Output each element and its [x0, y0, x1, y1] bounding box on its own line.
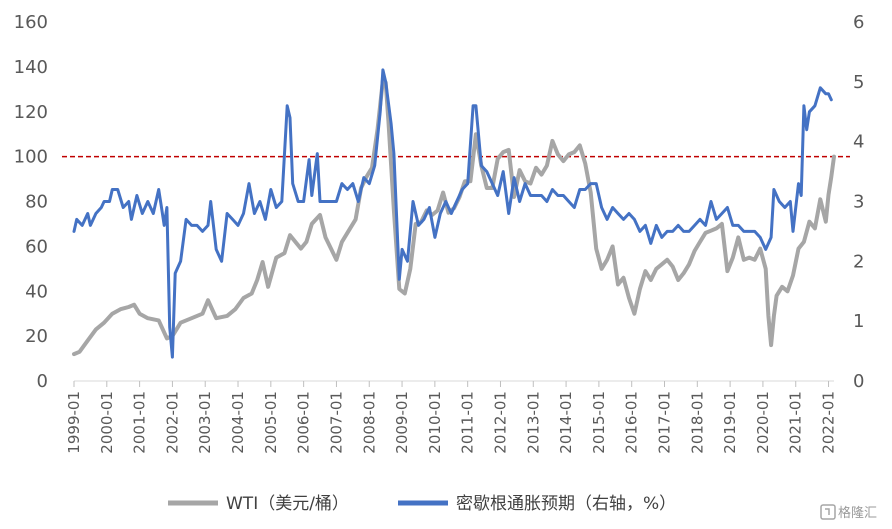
series-line-michigan — [72, 68, 833, 359]
y-right-tick-label: 6 — [853, 12, 864, 33]
y-right-tick-label: 1 — [853, 311, 864, 332]
x-tick-label: 2010-01 — [426, 391, 444, 454]
legend: WTI（美元/桶） 密歇根通胀预期（右轴，%） — [168, 494, 676, 514]
x-tick-label: 2003-01 — [196, 391, 214, 454]
series-line-wti — [72, 78, 836, 357]
x-tick-label: 1999-01 — [65, 391, 83, 454]
x-axis-ticks: 1999-01 2000-01 2001-01 2002-01 2003-01 2004-… — [65, 381, 838, 454]
y-left-tick-label: 0 — [37, 371, 48, 392]
legend-item-wti: WTI（美元/桶） — [168, 494, 349, 514]
x-tick-label: 2011-01 — [459, 391, 477, 454]
y-left-tick-label: 100 — [14, 147, 48, 168]
x-tick-label: 2008-01 — [360, 391, 378, 454]
series-group — [72, 68, 836, 359]
x-tick-label: 2020-01 — [754, 391, 772, 454]
y-right-tick-label: 0 — [853, 371, 864, 392]
y-left-tick-label: 140 — [14, 57, 48, 78]
left-y-axis-ticks: 0 20 40 60 80 100 120 140 160 — [14, 12, 48, 392]
x-tick-label: 2013-01 — [524, 391, 542, 454]
y-right-tick-label: 3 — [853, 192, 864, 213]
x-tick-label: 2009-01 — [393, 391, 411, 454]
y-right-tick-label: 4 — [853, 132, 864, 153]
x-tick-label: 2012-01 — [491, 391, 509, 454]
y-left-tick-label: 80 — [25, 192, 48, 213]
y-left-tick-label: 120 — [14, 102, 48, 123]
x-tick-label: 2000-01 — [98, 391, 116, 454]
legend-label-michigan: 密歇根通胀预期（右轴，%） — [456, 494, 676, 514]
y-right-tick-label: 2 — [853, 251, 864, 272]
x-tick-label: 2007-01 — [327, 391, 345, 454]
y-left-tick-label: 160 — [14, 12, 48, 33]
x-tick-label: 2021-01 — [787, 391, 805, 454]
x-tick-label: 2006-01 — [295, 391, 313, 454]
x-tick-label: 2004-01 — [229, 391, 247, 454]
legend-item-michigan: 密歇根通胀预期（右轴，%） — [398, 494, 676, 514]
y-left-tick-label: 60 — [25, 236, 48, 257]
x-tick-label: 2022-01 — [820, 391, 838, 454]
watermark: 格隆汇 — [820, 504, 877, 521]
x-tick-label: 2005-01 — [262, 391, 280, 454]
x-tick-label: 2017-01 — [656, 391, 674, 454]
x-tick-label: 2002-01 — [163, 391, 181, 454]
y-left-tick-label: 20 — [25, 326, 48, 347]
x-tick-label: 2015-01 — [590, 391, 608, 454]
x-tick-label: 2018-01 — [688, 391, 706, 454]
legend-label-wti: WTI（美元/桶） — [226, 494, 349, 514]
x-tick-label: 2016-01 — [623, 391, 641, 454]
watermark-text: 格隆汇 — [838, 505, 877, 521]
y-right-tick-label: 5 — [853, 72, 864, 93]
y-left-tick-label: 40 — [25, 281, 48, 302]
x-tick-label: 2001-01 — [131, 391, 149, 454]
x-tick-label: 2014-01 — [557, 391, 575, 454]
gelonghui-logo-icon — [820, 504, 836, 520]
x-tick-label: 2019-01 — [721, 391, 739, 454]
right-y-axis-ticks: 0 1 2 3 4 5 6 — [853, 12, 864, 392]
